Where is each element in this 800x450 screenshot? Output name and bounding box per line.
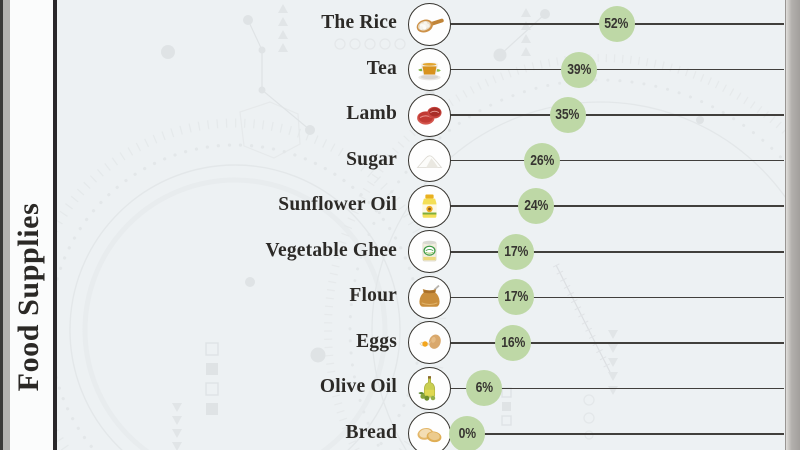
connector-line <box>429 342 784 344</box>
connector-line <box>429 387 784 390</box>
ghee-can-icon <box>407 230 451 274</box>
connector-line <box>429 296 784 299</box>
eggs-icon <box>407 321 451 365</box>
value-bubble: 35% <box>549 97 586 134</box>
connector-line <box>429 159 784 162</box>
value-label: 0% <box>458 425 476 442</box>
value-bubble: 24% <box>518 188 554 225</box>
sidebar <box>10 0 53 450</box>
food-label: Tea <box>366 57 397 79</box>
value-bubble: 17% <box>497 279 534 316</box>
tea-cup-icon <box>407 48 451 92</box>
value-bubble: 16% <box>495 324 531 361</box>
food-label: Flour <box>349 285 397 307</box>
food-label: Olive Oil <box>319 376 397 398</box>
connector-line <box>429 68 784 71</box>
rice-spoon-icon <box>407 2 451 46</box>
sunflower-oil-bottle-icon <box>407 184 451 228</box>
sugar-pile-icon <box>407 139 451 183</box>
lamb-meat-icon <box>407 93 451 137</box>
value-label: 17% <box>503 243 528 260</box>
value-bubble: 52% <box>598 6 635 42</box>
food-label: Bread <box>345 422 397 444</box>
food-label: Eggs <box>356 330 397 352</box>
value-bubble: 39% <box>561 51 598 88</box>
food-label: The Rice <box>321 12 397 34</box>
left-edge-dark-strip <box>0 0 3 450</box>
connector-line <box>429 250 784 253</box>
value-label: 39% <box>567 61 592 78</box>
value-label: 26% <box>529 152 554 169</box>
flour-sack-icon <box>407 275 451 319</box>
chart-title: Food Supplies <box>12 202 45 392</box>
food-label: Vegetable Ghee <box>265 239 397 261</box>
value-label: 24% <box>524 198 548 215</box>
left-edge-gray-strip <box>3 0 10 450</box>
food-label: Sugar <box>346 148 397 170</box>
right-edge-strip <box>785 0 800 450</box>
olive-oil-bottle-icon <box>407 366 451 410</box>
food-label: Sunflower Oil <box>278 194 397 216</box>
value-label: 17% <box>503 289 528 306</box>
value-bubble: 17% <box>497 233 534 270</box>
value-bubble: 6% <box>466 370 503 407</box>
bread-icon <box>407 412 451 450</box>
value-bubble: 26% <box>523 142 560 179</box>
value-label: 35% <box>555 107 580 124</box>
connector-line <box>429 433 784 435</box>
value-label: 52% <box>604 16 629 32</box>
food-label: Lamb <box>346 103 397 125</box>
value-label: 16% <box>501 334 525 351</box>
divider-line <box>53 0 57 450</box>
connector-line <box>429 205 784 207</box>
value-bubble: 0% <box>449 415 485 450</box>
value-label: 6% <box>475 380 493 397</box>
connector-line <box>429 114 784 116</box>
